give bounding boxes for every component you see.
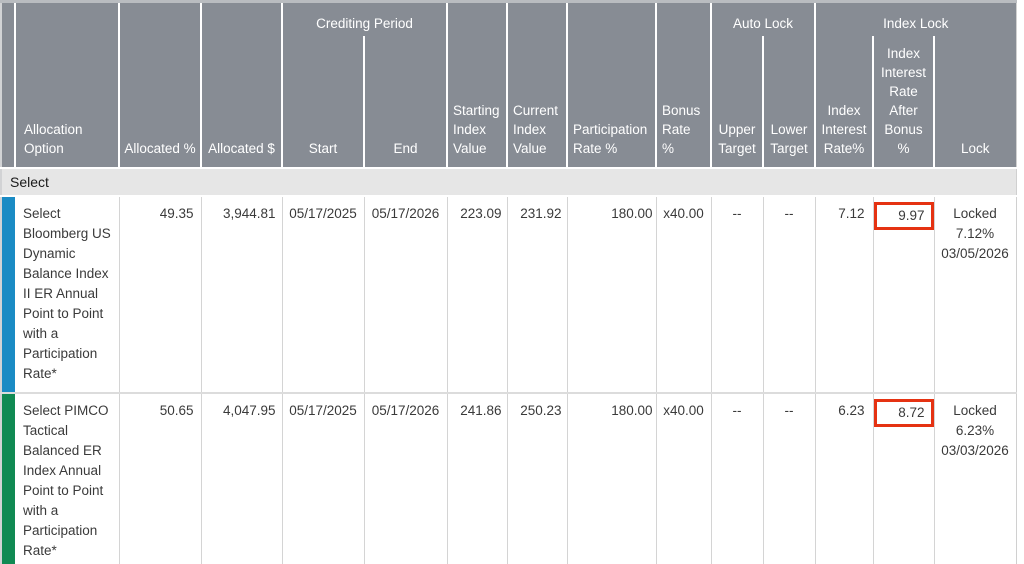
allocated-pct-cell: 49.35 [118, 195, 201, 393]
current-index-value-cell: 250.23 [506, 391, 567, 564]
participation-rate-cell: 180.00 [566, 391, 656, 564]
starting-index-value-cell: 241.86 [446, 391, 507, 564]
start-date-cell: 05/17/2025 [281, 391, 364, 564]
col-header-end: End [363, 35, 447, 168]
lock-status-cell: Locked 6.23% 03/03/2026 [933, 391, 1017, 564]
col-header-upper-target: Upper Target [710, 35, 763, 168]
group-row-label: Select [1, 166, 1017, 197]
index-interest-rate-cell: 6.23 [814, 391, 874, 564]
table-row: Select PIMCO Tactical Balanced ER Index … [1, 391, 1017, 564]
lock-status-cell: Locked 7.12% 03/05/2026 [933, 195, 1017, 393]
upper-target-cell: -- [710, 195, 763, 393]
allocated-dollar-cell: 4,047.95 [200, 391, 282, 564]
current-index-value-cell: 231.92 [506, 195, 567, 393]
index-interest-rate-cell: 7.12 [814, 195, 874, 393]
starting-index-value-cell: 223.09 [446, 195, 507, 393]
index-interest-rate-after-bonus-cell: 9.97 [872, 195, 935, 393]
allocation-option-cell: Select Bloomberg US Dynamic Balance Inde… [15, 195, 119, 393]
col-header-bonus-rate: Bonus Rate % [655, 1, 711, 168]
col-header-allocated-dollar: Allocated $ [200, 1, 282, 168]
table-header: Allocation Option Allocated % Allocated … [1, 1, 1017, 168]
col-header-start: Start [281, 35, 364, 168]
index-interest-rate-after-bonus-cell: 8.72 [872, 391, 935, 564]
col-header-index-interest-rate-after-bonus: Index Interest Rate After Bonus % [872, 35, 935, 168]
col-header-current-index-value: Current Index Value [506, 1, 567, 168]
col-header-index-interest-rate: Index Interest Rate% [814, 35, 874, 168]
red-highlight-box: 9.97 [873, 201, 934, 230]
group-header-index-lock: Index Lock [814, 1, 1017, 36]
col-header-allocated-pct: Allocated % [118, 1, 201, 168]
participation-rate-cell: 180.00 [566, 195, 656, 393]
group-header-auto-lock: Auto Lock [709, 1, 816, 36]
table-row: Select Bloomberg US Dynamic Balance Inde… [1, 195, 1017, 393]
color-bar-column-header [1, 1, 15, 168]
bonus-rate-cell: x40.00 [655, 195, 711, 393]
col-header-lower-target: Lower Target [761, 35, 816, 168]
red-highlight-box: 8.72 [873, 398, 934, 427]
end-date-cell: 05/17/2026 [363, 195, 447, 393]
start-date-cell: 05/17/2025 [281, 195, 364, 393]
end-date-cell: 05/17/2026 [363, 391, 447, 564]
lower-target-cell: -- [762, 391, 816, 564]
col-header-starting-index-value: Starting Index Value [446, 1, 507, 168]
row-color-bar [1, 195, 15, 393]
lower-target-cell: -- [762, 195, 816, 393]
group-header-crediting-period: Crediting Period [281, 1, 447, 36]
col-header-participation-rate: Participation Rate % [566, 1, 656, 168]
bonus-rate-cell: x40.00 [655, 391, 711, 564]
allocated-dollar-cell: 3,944.81 [200, 195, 282, 393]
col-header-lock: Lock [933, 35, 1017, 168]
allocated-pct-cell: 50.65 [118, 391, 201, 564]
col-header-allocation-option: Allocation Option [14, 1, 119, 168]
upper-target-cell: -- [710, 391, 763, 564]
row-color-bar [1, 391, 15, 564]
group-row-select: Select [1, 166, 1017, 197]
allocation-option-cell: Select PIMCO Tactical Balanced ER Index … [15, 391, 119, 564]
